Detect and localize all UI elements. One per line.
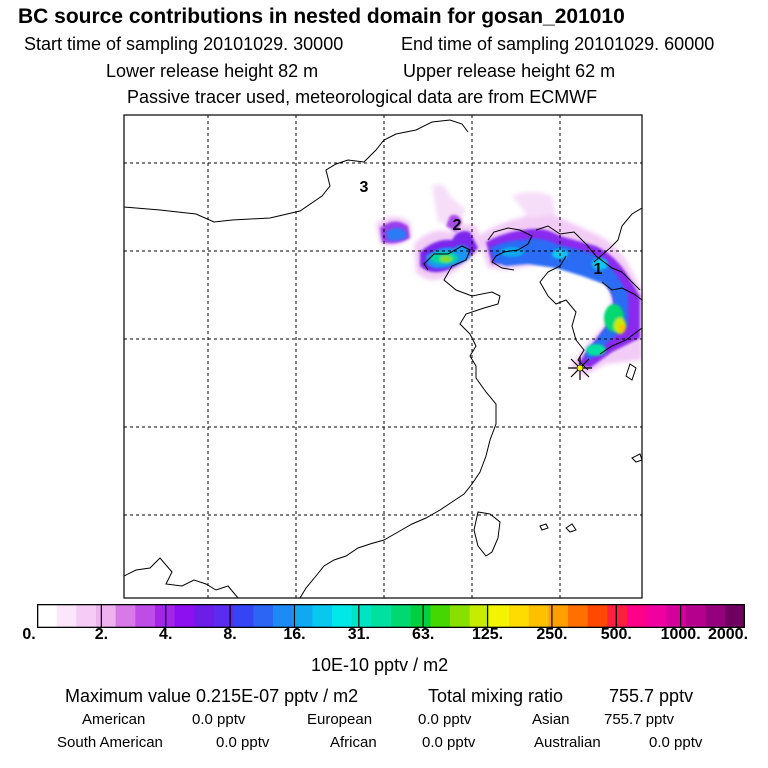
- colorbar-swatch: [371, 604, 392, 628]
- colorbar-swatch: [568, 604, 589, 628]
- end-time: End time of sampling 20101029. 60000: [401, 34, 715, 54]
- colorbar-swatch: [587, 604, 608, 628]
- maximum-value: Maximum value 0.215E-07 pptv / m2: [65, 686, 359, 706]
- region-label-2: 2: [453, 217, 462, 234]
- colorbar-swatch: [273, 604, 294, 628]
- colorbar-swatch: [450, 604, 471, 628]
- graticule: [124, 115, 642, 598]
- colorbar-tick-label: 16.: [283, 626, 306, 643]
- coastlines: [124, 119, 642, 598]
- colorbar-ticks: 0. 2. 4. 8. 16. 31. 63. 125. 250. 500. 1000. 2000.: [0, 626, 768, 650]
- region-value-european: 0.0 pptv: [418, 711, 472, 728]
- colorbar-swatch: [627, 604, 648, 628]
- region-value-african: 0.0 pptv: [422, 734, 476, 751]
- region-name-australian: Australian: [534, 734, 601, 751]
- colorbar-swatch: [214, 604, 235, 628]
- colorbar-tick-label: 31.: [347, 626, 370, 643]
- colorbar-swatch: [509, 604, 530, 628]
- colorbar-unit: 10E-10 pptv / m2: [311, 655, 449, 675]
- start-time: Start time of sampling 20101029. 30000: [24, 34, 344, 54]
- colorbar-swatch: [666, 604, 687, 628]
- colorbar-tick-label: 2.: [94, 626, 109, 643]
- region-value-american: 0.0 pptv: [192, 711, 246, 728]
- region-name-american: American: [82, 711, 146, 728]
- region-value-australian: 0.0 pptv: [649, 734, 703, 751]
- colorbar-swatch: [528, 604, 549, 628]
- colorbar-swatch: [312, 604, 333, 628]
- colorbar-swatch: [686, 604, 707, 628]
- colorbar-swatch: [646, 604, 667, 628]
- colorbar-frame: [37, 604, 745, 628]
- tracer-note: Passive tracer used, meteorological data…: [127, 87, 598, 107]
- region-value-asian: 755.7 pptv: [604, 711, 675, 728]
- colorbar-swatch: [253, 604, 274, 628]
- receptor-star-icon: [568, 356, 592, 380]
- region-label-3: 3: [360, 179, 369, 196]
- colorbar-swatch: [174, 604, 195, 628]
- colorbar-swatch: [194, 604, 215, 628]
- colorbar-tick-label: 0.: [22, 626, 36, 643]
- colorbar-swatch: [469, 604, 490, 628]
- footprint-map: 3 2 1: [123, 114, 643, 599]
- colorbar-tick-label: 63.: [412, 626, 435, 643]
- colorbar-swatch: [430, 604, 451, 628]
- lower-release-height: Lower release height 82 m: [106, 61, 319, 81]
- region-label-1: 1: [594, 261, 603, 278]
- region-name-south-american: South American: [57, 734, 163, 751]
- colorbar-tick-label: 250.: [536, 626, 568, 643]
- colorbar-swatch: [76, 604, 97, 628]
- colorbar-swatch: [725, 604, 745, 628]
- region-name-asian: Asian: [532, 711, 570, 728]
- region-name-european: European: [307, 711, 373, 728]
- colorbar-swatch: [56, 604, 77, 628]
- region-name-african: African: [330, 734, 377, 751]
- region-value-south-american: 0.0 pptv: [216, 734, 270, 751]
- colorbar-swatch: [351, 604, 372, 628]
- colorbar-swatch: [96, 604, 117, 628]
- colorbar-swatch: [135, 604, 156, 628]
- total-mixing-ratio-value: 755.7 pptv: [609, 686, 694, 706]
- map-frame: [123, 114, 643, 599]
- colorbar-swatch: [155, 604, 176, 628]
- plot-title: BC source contributions in nested domain…: [18, 5, 625, 28]
- colorbar-swatch: [391, 604, 412, 628]
- colorbar-swatch: [410, 604, 431, 628]
- colorbar-tick-label: 8.: [223, 626, 237, 643]
- total-mixing-ratio-label: Total mixing ratio: [428, 686, 564, 706]
- colorbar-swatch: [37, 604, 58, 628]
- colorbar-swatch: [292, 604, 313, 628]
- colorbar-swatch: [115, 604, 136, 628]
- colorbar-swatch: [332, 604, 353, 628]
- colorbar-swatch: [548, 604, 569, 628]
- colorbar-swatch: [705, 604, 726, 628]
- colorbar-tick-label: 4.: [159, 626, 173, 643]
- upper-release-height: Upper release height 62 m: [403, 61, 616, 81]
- colorbar-tick-label: 500.: [600, 626, 632, 643]
- colorbar-tick-label: 1000.: [660, 626, 701, 643]
- colorbar-swatch: [607, 604, 628, 628]
- colorbar-swatch: [489, 604, 510, 628]
- colorbar-tick-label: 125.: [471, 626, 504, 643]
- colorbar-swatch: [233, 604, 254, 628]
- colorbar: [37, 604, 745, 628]
- colorbar-tick-label: 2000.: [707, 626, 749, 643]
